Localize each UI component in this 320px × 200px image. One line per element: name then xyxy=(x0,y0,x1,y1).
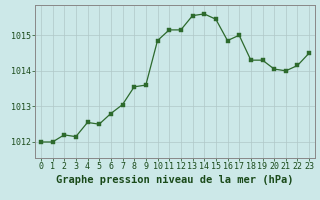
X-axis label: Graphe pression niveau de la mer (hPa): Graphe pression niveau de la mer (hPa) xyxy=(56,175,294,185)
